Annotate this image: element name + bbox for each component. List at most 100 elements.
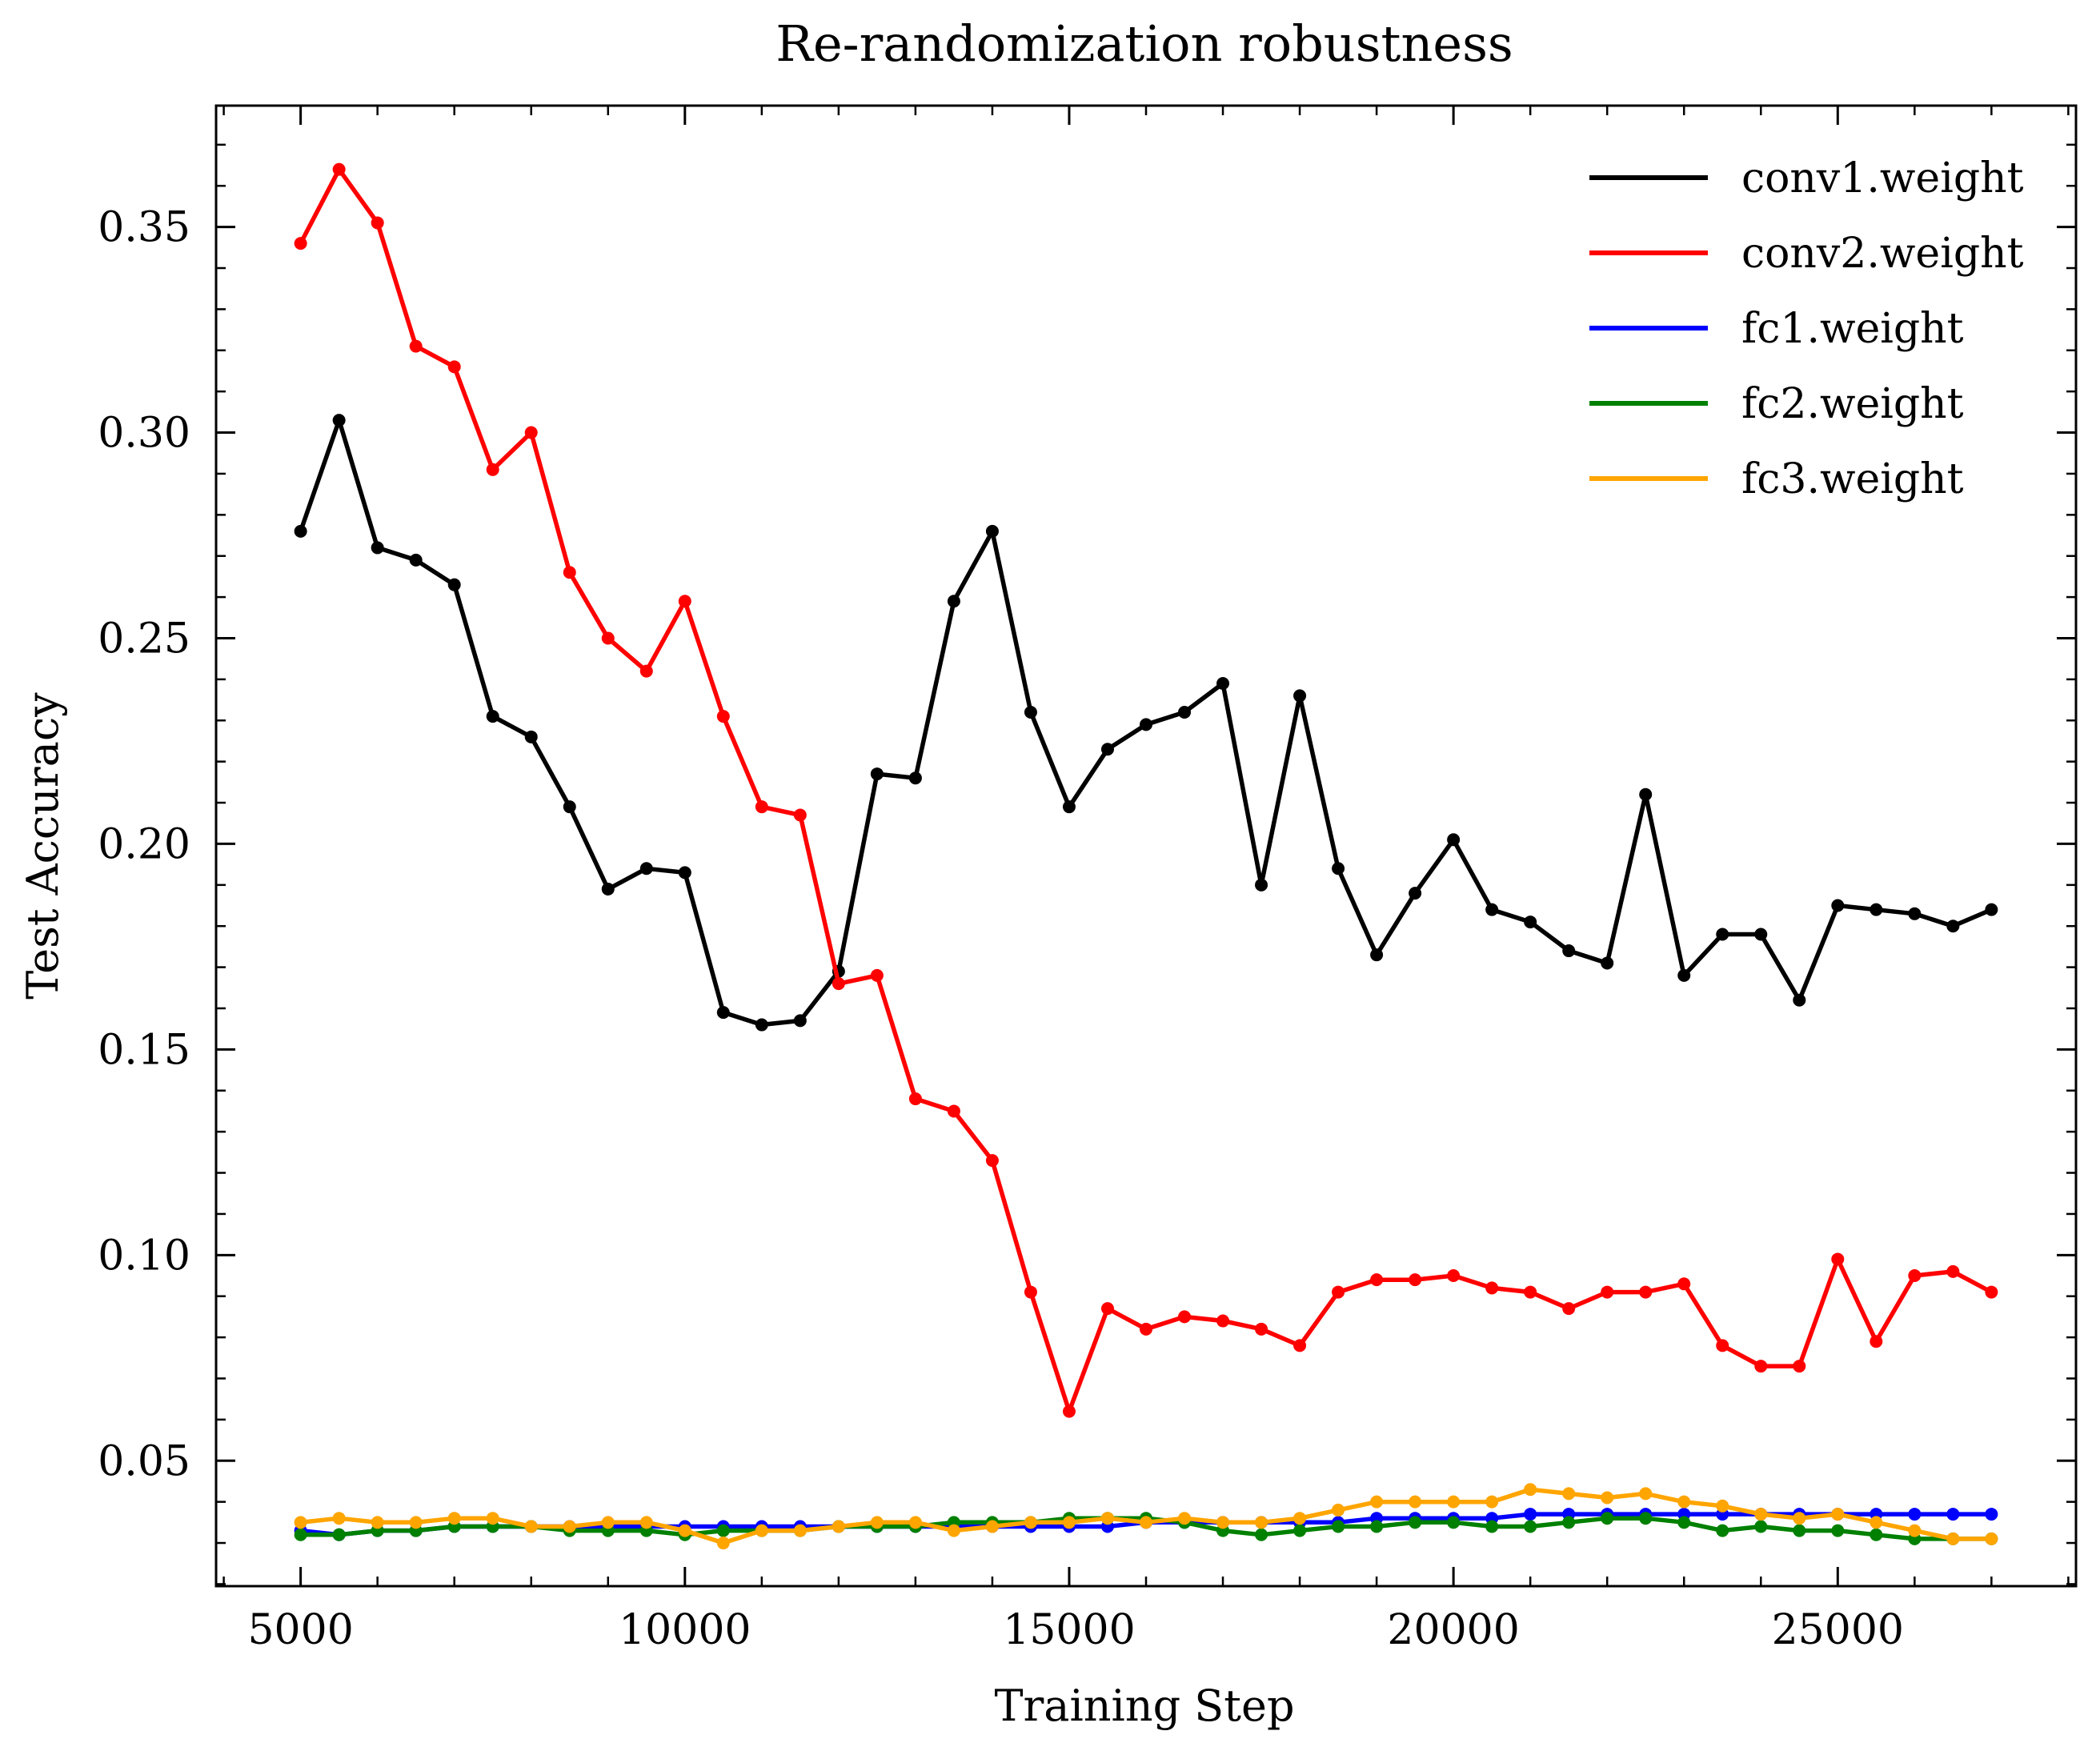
data-point <box>1100 743 1114 756</box>
data-point <box>1985 1508 1998 1521</box>
data-point <box>1409 887 1422 900</box>
data-point <box>1908 1508 1922 1521</box>
data-point <box>1293 1524 1307 1537</box>
data-point <box>639 664 653 678</box>
data-point <box>1793 993 1806 1007</box>
y-axis: 0.05 0.10 0.15 0.20 0.25 0.30 0.35 <box>98 143 2076 1585</box>
data-point <box>639 862 653 875</box>
plot-area <box>294 162 1998 1550</box>
data-point <box>716 1006 730 1020</box>
data-point <box>601 882 615 896</box>
data-point <box>832 1520 845 1533</box>
x-tick-label: 10000 <box>619 1606 751 1654</box>
y-tick-label: 0.05 <box>98 1437 190 1485</box>
data-point <box>1370 1273 1384 1287</box>
data-point <box>447 360 461 374</box>
data-point <box>1946 1532 1960 1545</box>
data-point <box>1985 1285 1998 1299</box>
data-point <box>1601 956 1614 970</box>
data-point <box>1524 1508 1537 1521</box>
data-point <box>1677 1516 1691 1529</box>
data-point <box>1024 1516 1037 1529</box>
data-point <box>1409 1516 1422 1529</box>
series-line <box>299 166 1993 1414</box>
data-point <box>870 968 884 982</box>
data-point <box>1370 1495 1384 1509</box>
data-point <box>1485 1495 1499 1509</box>
data-point <box>755 800 768 814</box>
data-point <box>1255 1528 1268 1541</box>
data-point <box>1985 903 1998 916</box>
data-point <box>639 1516 653 1529</box>
y-tick-label: 0.25 <box>98 615 190 663</box>
data-point <box>1601 1491 1614 1505</box>
data-point <box>1255 878 1268 892</box>
data-point <box>832 977 845 991</box>
data-point <box>908 1092 922 1106</box>
data-point <box>1562 1487 1576 1501</box>
data-point <box>1754 928 1768 941</box>
data-point <box>1216 677 1230 691</box>
data-point <box>524 426 538 439</box>
data-point <box>1370 948 1384 962</box>
data-point <box>716 1537 730 1550</box>
data-point <box>1601 1285 1614 1299</box>
data-point <box>1716 928 1729 941</box>
data-point <box>563 566 576 579</box>
x-axis-label: Training Step <box>994 1681 1294 1731</box>
data-point <box>1140 1322 1152 1336</box>
legend-label: fc1.weight <box>1741 305 1964 353</box>
data-point <box>1831 1524 1845 1537</box>
legend-label: conv1.weight <box>1741 154 2024 202</box>
data-point <box>1062 1516 1076 1529</box>
data-point <box>1716 1499 1729 1513</box>
data-point <box>1140 718 1152 731</box>
data-point <box>1677 968 1691 982</box>
data-point <box>1100 1302 1114 1316</box>
data-point <box>1946 1508 1960 1521</box>
data-point <box>1524 1483 1537 1497</box>
data-point <box>1293 689 1307 703</box>
data-point <box>1524 916 1537 929</box>
data-point <box>447 1512 461 1525</box>
data-point <box>524 730 538 743</box>
data-point <box>601 631 615 645</box>
data-point <box>985 1154 999 1168</box>
data-point <box>332 1528 346 1541</box>
data-point <box>563 1520 576 1533</box>
data-point <box>1409 1495 1422 1509</box>
data-point <box>1447 833 1461 847</box>
x-axis: 5000 10000 15000 20000 25000 <box>222 106 2070 1654</box>
data-point <box>1485 903 1499 916</box>
data-point <box>793 1014 807 1028</box>
data-point <box>371 216 384 230</box>
data-point <box>678 1524 691 1537</box>
data-point <box>1178 1310 1192 1324</box>
data-point <box>294 237 307 250</box>
data-point <box>1946 920 1960 933</box>
data-point <box>1409 1273 1422 1287</box>
data-point <box>447 578 461 591</box>
data-point <box>1216 1314 1230 1328</box>
data-point <box>1677 1495 1691 1509</box>
data-point <box>1293 1339 1307 1352</box>
data-point <box>1062 1404 1076 1418</box>
data-point <box>678 866 691 880</box>
data-point <box>1793 1512 1806 1525</box>
data-point <box>1870 1335 1883 1348</box>
data-point <box>294 524 307 538</box>
data-point <box>1793 1360 1806 1373</box>
data-point <box>1024 705 1037 719</box>
legend-label: fc2.weight <box>1741 380 1964 428</box>
legend: conv1.weight conv2.weight fc1.weight fc2.we… <box>1589 154 2024 503</box>
data-point <box>1485 1520 1499 1533</box>
data-point <box>486 463 499 476</box>
series-conv1-weight <box>294 414 1998 1032</box>
data-point <box>1447 1269 1461 1283</box>
data-point <box>985 1520 999 1533</box>
data-point <box>1255 1322 1268 1336</box>
data-point <box>716 710 730 723</box>
data-point <box>371 1516 384 1529</box>
data-point <box>908 1516 922 1529</box>
data-point <box>1908 1524 1922 1537</box>
